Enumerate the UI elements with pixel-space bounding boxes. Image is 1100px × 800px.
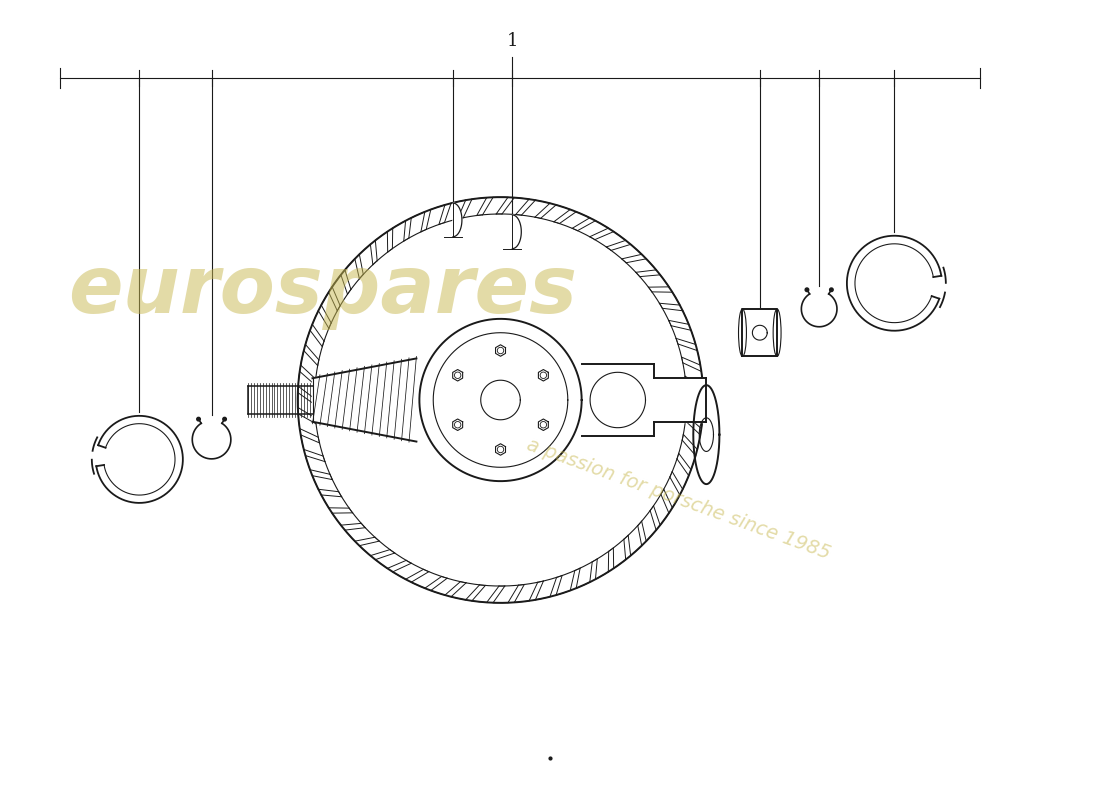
Polygon shape bbox=[453, 370, 463, 381]
Circle shape bbox=[805, 288, 808, 291]
Polygon shape bbox=[513, 215, 521, 249]
Circle shape bbox=[829, 288, 833, 291]
Circle shape bbox=[454, 372, 461, 378]
Polygon shape bbox=[453, 203, 462, 237]
Polygon shape bbox=[538, 370, 548, 381]
Text: a passion for porsche since 1985: a passion for porsche since 1985 bbox=[525, 435, 833, 563]
Polygon shape bbox=[496, 345, 506, 356]
Circle shape bbox=[540, 372, 547, 378]
Text: 1: 1 bbox=[507, 32, 518, 50]
Circle shape bbox=[223, 418, 227, 421]
Polygon shape bbox=[419, 319, 582, 481]
Circle shape bbox=[497, 347, 504, 354]
Circle shape bbox=[497, 446, 504, 453]
Circle shape bbox=[197, 418, 200, 421]
Circle shape bbox=[454, 422, 461, 428]
Polygon shape bbox=[496, 444, 506, 455]
Text: eurospares: eurospares bbox=[68, 252, 576, 330]
Polygon shape bbox=[298, 197, 703, 603]
Polygon shape bbox=[538, 419, 548, 430]
Polygon shape bbox=[453, 419, 463, 430]
Polygon shape bbox=[582, 364, 706, 436]
Polygon shape bbox=[312, 358, 417, 442]
Polygon shape bbox=[742, 309, 777, 357]
Circle shape bbox=[540, 422, 547, 428]
